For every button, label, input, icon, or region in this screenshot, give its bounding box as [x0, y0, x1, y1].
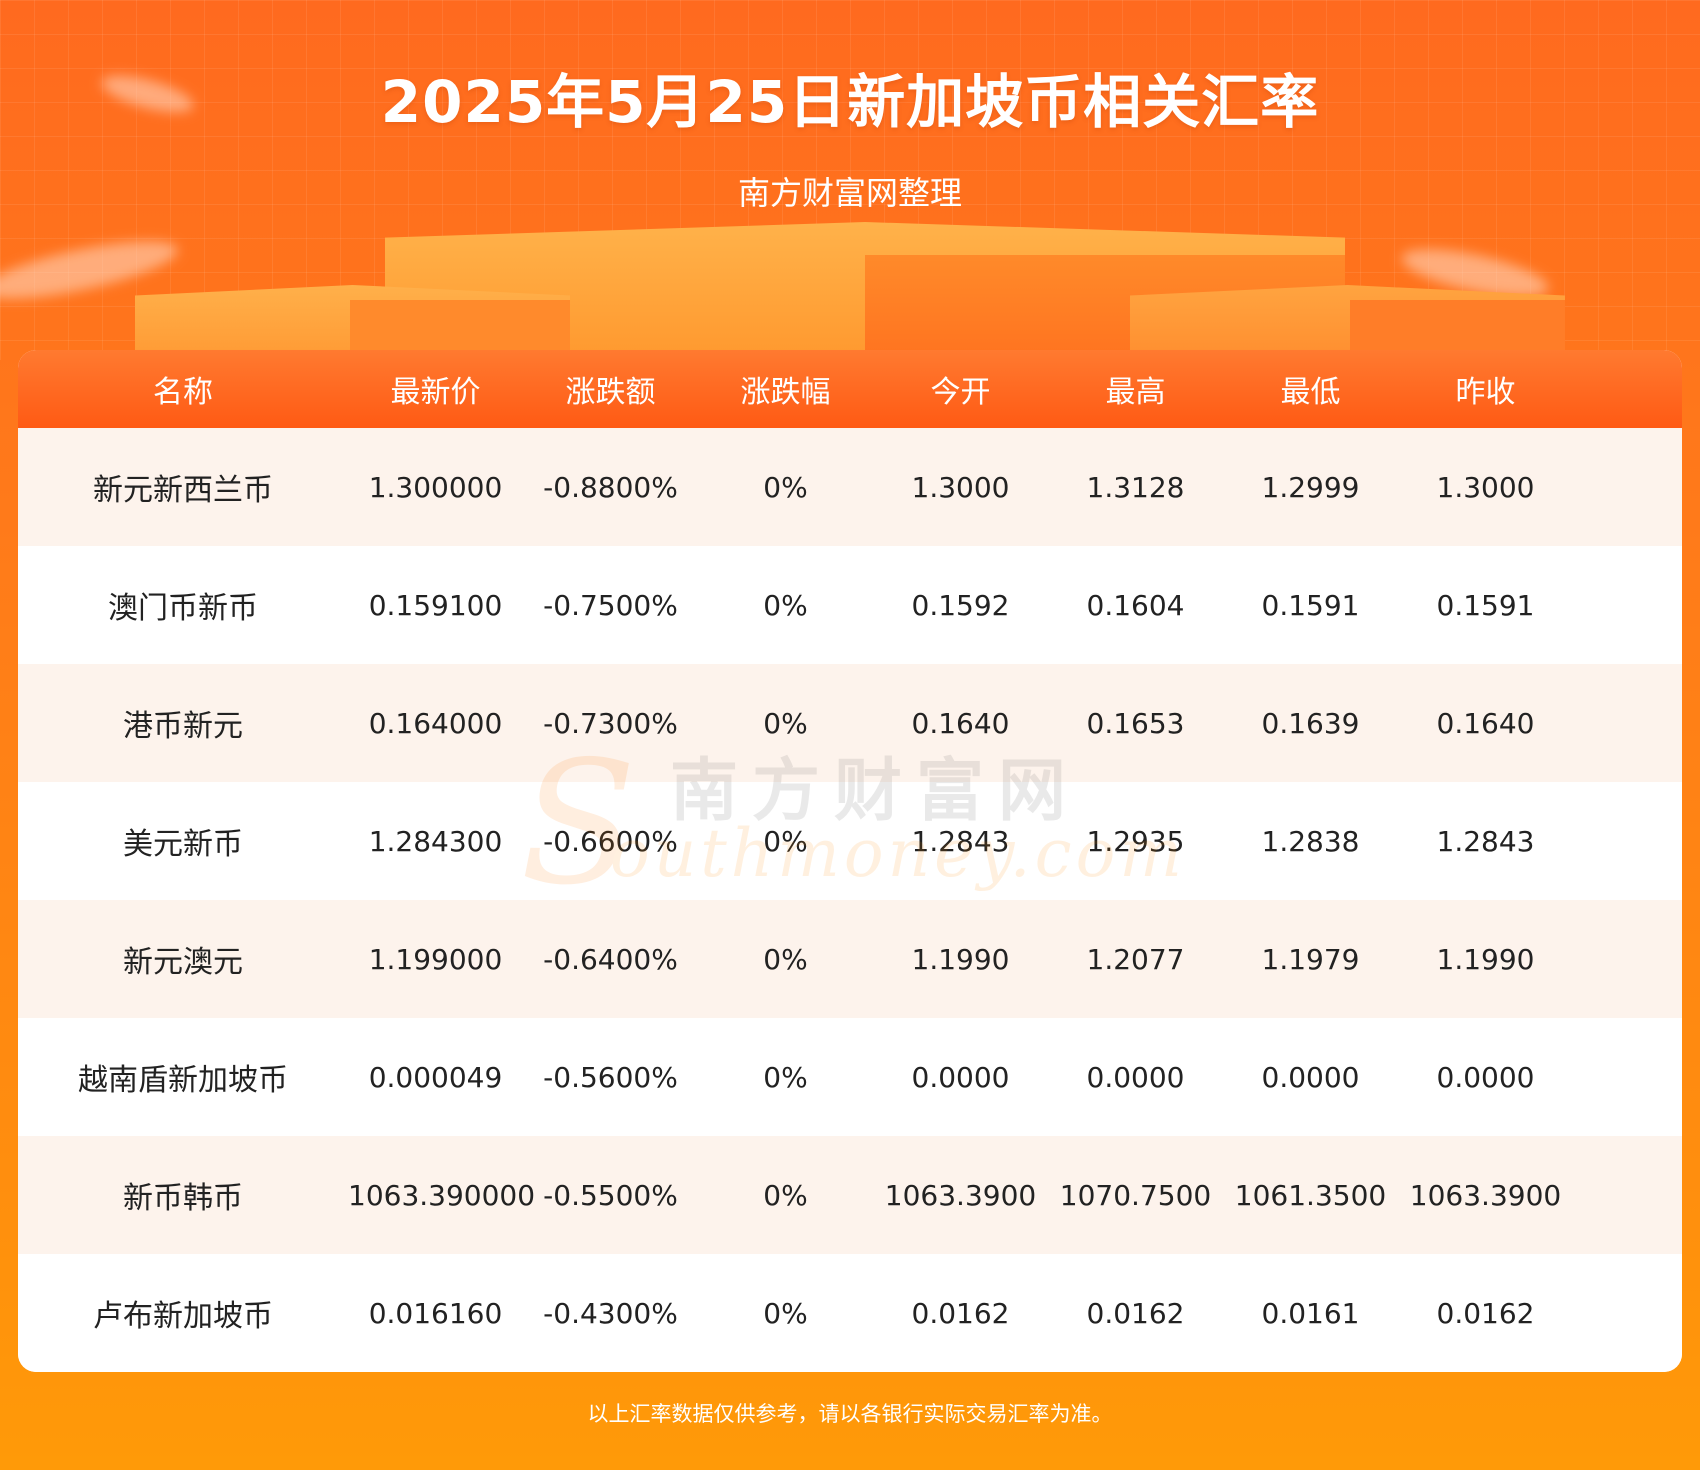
cell-latest: 0.016160: [368, 1296, 503, 1330]
column-header-high: 最高: [1105, 375, 1166, 410]
cell-change-pct: 0%: [763, 470, 808, 504]
cell-prev-close: 1.3000: [1436, 470, 1535, 504]
disclaimer-note: 以上汇率数据仅供参考，请以各银行实际交易汇率为准。: [587, 1402, 1113, 1426]
cell-high: 1070.7500: [1059, 1178, 1212, 1212]
cell-low: 1.1979: [1261, 942, 1360, 976]
table-row: 新元新西兰币 1.300000 -0.8800% 0% 1.3000 1.312…: [18, 428, 1682, 546]
table-body: 新元新西兰币 1.300000 -0.8800% 0% 1.3000 1.312…: [18, 428, 1682, 1372]
cell-low: 0.1591: [1261, 588, 1360, 622]
table-row: 美元新币 1.284300 -0.6600% 0% 1.2843 1.2935 …: [18, 782, 1682, 900]
cell-name: 新币韩币: [123, 1181, 243, 1216]
cell-change: -0.4300%: [543, 1296, 678, 1330]
cell-open: 1.2843: [911, 824, 1010, 858]
column-header-change: 涨跌额: [565, 375, 656, 410]
cell-prev-close: 1.2843: [1436, 824, 1535, 858]
cell-latest: 1063.390000: [348, 1178, 536, 1212]
cell-high: 1.3128: [1086, 470, 1185, 504]
cell-change: -0.7500%: [543, 588, 678, 622]
table-row: 澳门币新币 0.159100 -0.7500% 0% 0.1592 0.1604…: [18, 546, 1682, 664]
cell-change-pct: 0%: [763, 706, 808, 740]
cell-high: 0.0000: [1086, 1060, 1185, 1094]
cell-name: 卢布新加坡币: [93, 1299, 273, 1334]
cell-latest: 0.159100: [368, 588, 503, 622]
cell-name: 新元新西兰币: [93, 473, 273, 508]
column-header-change-pct: 涨跌幅: [740, 375, 831, 410]
cell-open: 1.1990: [911, 942, 1010, 976]
cell-prev-close: 1.1990: [1436, 942, 1535, 976]
cell-prev-close: 0.0000: [1436, 1060, 1535, 1094]
cell-name: 港币新元: [123, 709, 243, 744]
cell-prev-close: 0.1640: [1436, 706, 1535, 740]
cell-low: 0.0161: [1261, 1296, 1360, 1330]
table-row: 新币韩币 1063.390000 -0.5500% 0% 1063.3900 1…: [18, 1136, 1682, 1254]
cell-high: 0.1604: [1086, 588, 1185, 622]
cell-low: 1.2999: [1261, 470, 1360, 504]
cell-low: 0.1639: [1261, 706, 1360, 740]
cell-change-pct: 0%: [763, 1296, 808, 1330]
cell-high: 0.0162: [1086, 1296, 1185, 1330]
cell-open: 1.3000: [911, 470, 1010, 504]
cell-name: 美元新币: [123, 827, 243, 862]
cell-change-pct: 0%: [763, 824, 808, 858]
table-row: 港币新元 0.164000 -0.7300% 0% 0.1640 0.1653 …: [18, 664, 1682, 782]
cell-latest: 1.199000: [368, 942, 503, 976]
cell-high: 1.2077: [1086, 942, 1185, 976]
cell-open: 0.0000: [911, 1060, 1010, 1094]
cell-high: 0.1653: [1086, 706, 1185, 740]
cell-open: 0.0162: [911, 1296, 1010, 1330]
cell-latest: 1.284300: [368, 824, 503, 858]
cell-low: 1.2838: [1261, 824, 1360, 858]
cell-change-pct: 0%: [763, 942, 808, 976]
cell-open: 1063.3900: [884, 1178, 1037, 1212]
cell-open: 0.1640: [911, 706, 1010, 740]
cell-change: -0.6600%: [543, 824, 678, 858]
table-header: 名称 最新价 涨跌额 涨跌幅 今开 最高 最低 昨收: [18, 350, 1682, 428]
cell-change: -0.8800%: [543, 470, 678, 504]
column-header-name: 名称: [153, 375, 213, 410]
page-subtitle: 南方财富网整理: [737, 174, 962, 212]
cell-name: 新元澳元: [123, 945, 243, 980]
cell-open: 0.1592: [911, 588, 1010, 622]
cell-change-pct: 0%: [763, 588, 808, 622]
cell-prev-close: 0.1591: [1436, 588, 1535, 622]
cell-name: 越南盾新加坡币: [78, 1063, 288, 1098]
column-header-open: 今开: [930, 375, 991, 410]
rates-table-card: 名称 最新价 涨跌额 涨跌幅 今开 最高 最低 昨收 新元新西兰币 1.3000…: [18, 350, 1682, 1372]
column-header-latest: 最新价: [390, 375, 481, 410]
cell-low: 0.0000: [1261, 1060, 1360, 1094]
cell-change: -0.5600%: [543, 1060, 678, 1094]
cell-latest: 0.000049: [368, 1060, 503, 1094]
table-row: 卢布新加坡币 0.016160 -0.4300% 0% 0.0162 0.016…: [18, 1254, 1682, 1372]
cell-name: 澳门币新币: [108, 591, 258, 626]
table-row: 越南盾新加坡币 0.000049 -0.5600% 0% 0.0000 0.00…: [18, 1018, 1682, 1136]
podium-right-front: [1350, 300, 1565, 355]
cell-prev-close: 1063.3900: [1409, 1178, 1562, 1212]
cell-change: -0.5500%: [543, 1178, 678, 1212]
podium-left-front: [350, 300, 570, 355]
cell-latest: 1.300000: [368, 470, 503, 504]
cell-low: 1061.3500: [1234, 1178, 1387, 1212]
cell-high: 1.2935: [1086, 824, 1185, 858]
table-row: 新元澳元 1.199000 -0.6400% 0% 1.1990 1.2077 …: [18, 900, 1682, 1018]
cell-latest: 0.164000: [368, 706, 503, 740]
column-header-prev-close: 昨收: [1455, 375, 1516, 410]
column-header-low: 最低: [1280, 375, 1341, 410]
cell-change-pct: 0%: [763, 1178, 808, 1212]
page-title: 2025年5月25日新加坡币相关汇率: [380, 68, 1320, 136]
cell-change-pct: 0%: [763, 1060, 808, 1094]
cell-change: -0.7300%: [543, 706, 678, 740]
cell-change: -0.6400%: [543, 942, 678, 976]
cell-prev-close: 0.0162: [1436, 1296, 1535, 1330]
